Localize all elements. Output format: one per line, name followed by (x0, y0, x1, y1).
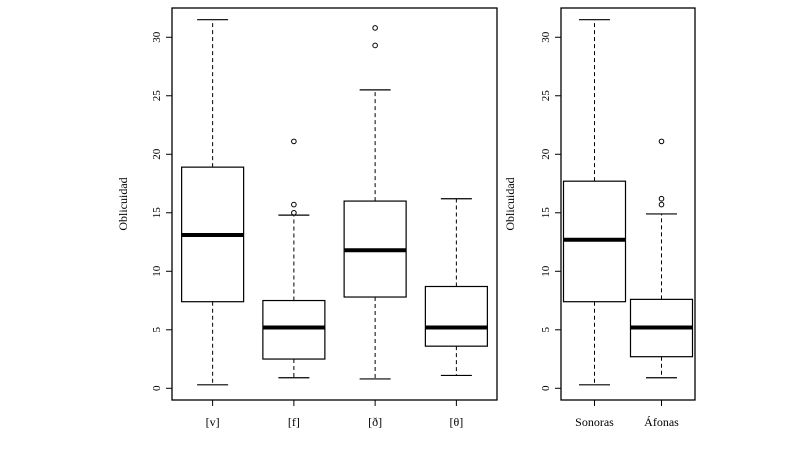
y-tick-label: 20 (151, 148, 163, 160)
y-axis-title: Oblicuidad (116, 177, 130, 230)
outlier-point (658, 138, 665, 145)
y-tick-label: 30 (151, 31, 163, 43)
y-tick-label: 10 (540, 265, 552, 277)
right-boxplot-panel: 0 5 10 15 20 25 30 Oblicuidad Sonoras Áfonas (503, 7, 696, 429)
box-iqr (424, 285, 488, 347)
y-tick-label: 20 (540, 148, 552, 160)
category-label: [f] (288, 415, 300, 429)
outlier-point (291, 201, 297, 208)
plot-frame (560, 7, 696, 401)
y-tick-label: 0 (151, 385, 163, 391)
outlier-point (372, 25, 378, 31)
category-label: [θ] (450, 415, 464, 429)
y-tick-label: 30 (540, 31, 552, 43)
box-iqr (262, 299, 326, 360)
y-tick-label: 10 (151, 265, 163, 277)
category-label: [v] (206, 415, 220, 429)
y-tick-label: 15 (151, 207, 163, 219)
outlier-point (658, 195, 665, 202)
outlier-point (372, 42, 378, 49)
y-tick-label: 5 (151, 327, 163, 333)
outlier-point (658, 201, 665, 208)
y-axis-title: Oblicuidad (503, 177, 517, 230)
plot-frame (171, 7, 498, 401)
outlier-point (291, 138, 297, 145)
y-tick-label: 0 (540, 385, 552, 391)
y-tick-label: 25 (151, 90, 163, 102)
category-label: Áfonas (644, 415, 679, 429)
outlier-point (291, 209, 297, 216)
y-tick-label: 15 (540, 207, 552, 219)
category-label: Sonoras (575, 415, 614, 429)
left-boxplot-panel: 0 5 10 15 20 25 30 Oblicuidad [v] [f] [ð] [θ] (116, 7, 498, 429)
category-label: [ð] (368, 415, 382, 429)
y-tick-label: 25 (540, 90, 552, 102)
y-tick-label: 5 (540, 327, 552, 333)
